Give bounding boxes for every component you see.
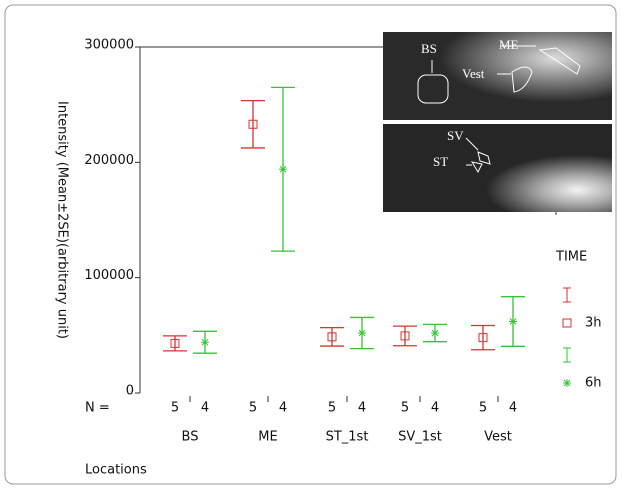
marker (279, 165, 287, 174)
outline-sv-st (470, 151, 491, 174)
n-count: 4 (201, 401, 209, 416)
n-count: 4 (279, 401, 287, 416)
marker (562, 318, 572, 328)
x-tick-label: ST_1st (326, 430, 369, 445)
n-count: 5 (401, 401, 409, 416)
inset-label: Vest (462, 66, 485, 81)
error-bar (163, 335, 187, 352)
n-count: 4 (358, 401, 366, 416)
error-bar (393, 325, 417, 347)
y-tick-label: 200000 (84, 153, 134, 168)
legend-errorbar-icon (563, 287, 571, 303)
n-label: N = (85, 401, 110, 416)
legend-label: 6h (585, 376, 602, 391)
inset-label: BS (421, 41, 437, 56)
n-count: 5 (479, 401, 487, 416)
marker (478, 333, 488, 343)
n-count: 4 (509, 401, 517, 416)
x-tick-label: BS (182, 430, 199, 445)
n-count: 5 (171, 401, 179, 416)
x-tick-label: SV_1st (398, 430, 442, 445)
legend-errorbar-icon (563, 347, 571, 363)
outline-vest (511, 66, 533, 93)
outline-me (538, 47, 581, 75)
marker (201, 338, 209, 347)
marker (327, 332, 337, 342)
n-count: 4 (431, 401, 439, 416)
legend-label: 3h (585, 316, 602, 331)
inset-label: ME (499, 37, 519, 52)
error-bar (320, 326, 344, 347)
error-bar (471, 324, 495, 351)
marker (400, 331, 410, 341)
inset-label: SV (447, 128, 464, 143)
outline-bs (417, 74, 449, 104)
inset-bottom (383, 124, 612, 212)
y-axis-label: Intensity (Mean±2SE)(arbitrary unit) (55, 101, 70, 339)
y-tick-label: 300000 (84, 38, 134, 53)
marker (170, 338, 180, 348)
marker (563, 379, 571, 387)
y-tick-label: 100000 (84, 268, 134, 283)
x-tick-label: ME (258, 430, 277, 445)
x-tick-label: Vest (484, 430, 512, 445)
inset-top (383, 32, 612, 120)
marker (431, 329, 439, 338)
pointer-arrows (431, 45, 536, 166)
marker (509, 317, 517, 326)
n-count: 5 (328, 401, 336, 416)
x-axis-label: Locations (85, 463, 147, 478)
marker (248, 119, 258, 129)
y-tick-label: 0 (126, 384, 134, 399)
inset-label: ST (433, 154, 448, 169)
frame (4, 4, 617, 485)
error-bar (241, 99, 265, 149)
marker (358, 329, 366, 338)
n-count: 5 (249, 401, 257, 416)
legend-title: TIME (555, 250, 587, 265)
